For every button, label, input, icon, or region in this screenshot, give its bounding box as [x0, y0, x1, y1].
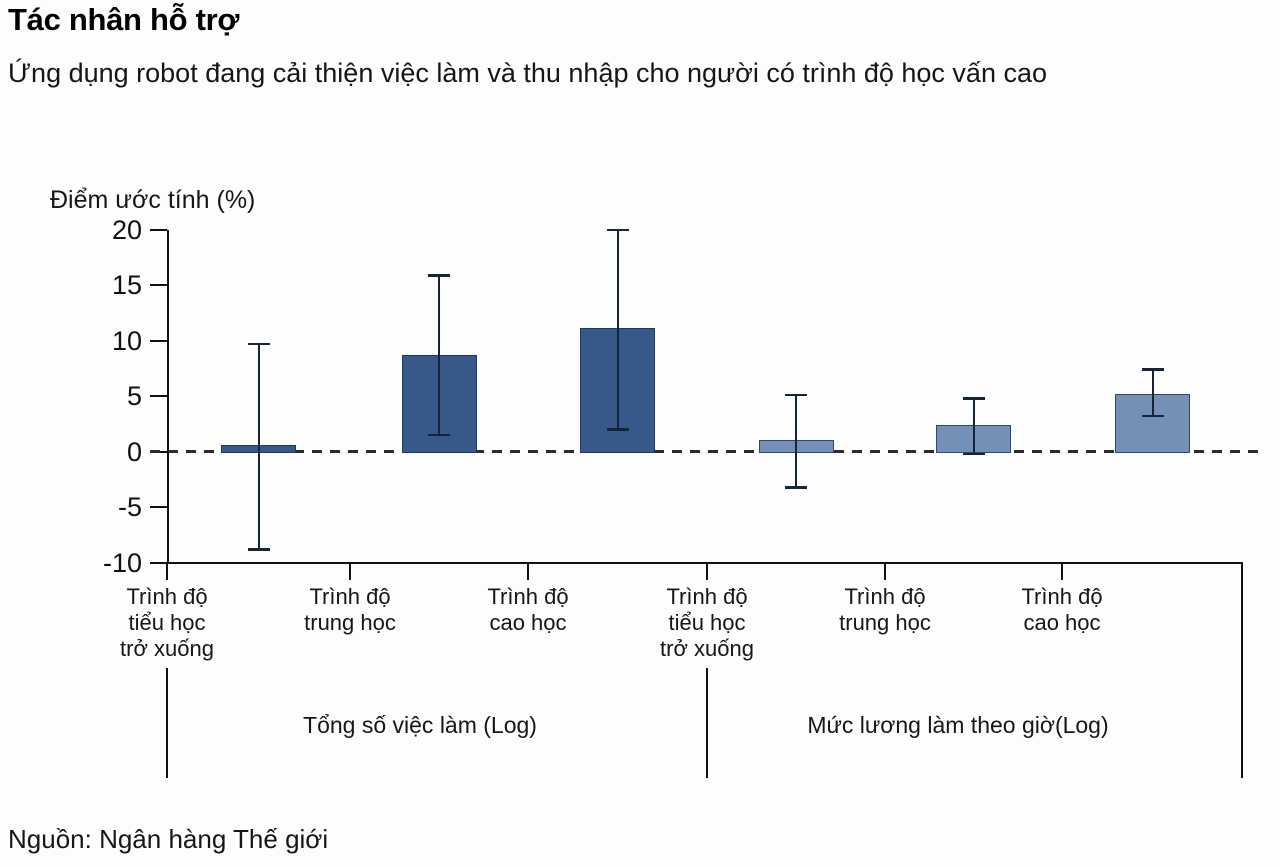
group-label: Mức lương làm theo giờ(Log) — [807, 712, 1109, 738]
error-bar-cap-bottom — [606, 428, 629, 431]
x-category-label: Trình độ cao học — [1021, 584, 1103, 635]
error-bar-cap-bottom — [247, 548, 270, 551]
error-bar-line — [972, 398, 975, 454]
y-tick-mark — [150, 395, 167, 397]
y-tick-label: -10 — [102, 547, 142, 578]
x-tick-mark — [349, 562, 351, 580]
y-tick-label: -5 — [117, 492, 142, 522]
x-category-label: Trình độ cao học — [487, 584, 569, 635]
y-axis-line — [167, 229, 169, 563]
group-divider-left — [166, 668, 168, 778]
error-bar-line — [438, 275, 440, 435]
x-tick-mark — [1061, 562, 1063, 580]
error-bar-cap-top — [962, 397, 985, 400]
error-bar-line — [616, 229, 619, 430]
group-divider-right — [1241, 562, 1243, 778]
group-divider-middle — [706, 668, 708, 778]
y-tick-label: 0 — [126, 436, 142, 467]
error-bar-cap-bottom — [962, 452, 985, 456]
error-bar-cap-top — [1141, 368, 1164, 371]
x-category-label: Trình độ tiểu học trở xuống — [120, 584, 214, 661]
error-bar-line — [257, 343, 260, 550]
x-axis-line — [167, 561, 1243, 564]
x-tick-mark — [706, 562, 708, 580]
x-category-label: Trình độ tiểu học trở xuống — [660, 584, 754, 661]
source-note: Nguồn: Ngân hàng Thế giới — [8, 824, 329, 854]
error-bar-cap-bottom — [428, 433, 450, 437]
error-bar-cap-top — [247, 342, 270, 346]
y-tick-label: 10 — [111, 325, 142, 356]
x-category-label: Trình độ trung học — [304, 584, 396, 635]
x-tick-mark — [166, 562, 168, 580]
y-tick-mark — [150, 339, 167, 342]
chart-title: Tác nhân hỗ trợ — [8, 2, 240, 37]
y-tick-mark — [150, 284, 167, 286]
error-bar-line — [795, 394, 797, 487]
x-category-label: Trình độ trung học — [839, 584, 931, 635]
error-bar-cap-top — [785, 393, 807, 397]
y-axis-label: Điểm ước tính (%) — [50, 186, 256, 214]
x-tick-mark — [884, 562, 886, 580]
group-label: Tổng số việc làm (Log) — [303, 712, 537, 738]
y-tick-label: 20 — [111, 214, 142, 245]
error-bar-cap-bottom — [1141, 414, 1164, 418]
x-tick-mark — [527, 562, 529, 580]
error-bar-cap-top — [606, 228, 629, 231]
y-tick-mark — [150, 506, 167, 508]
y-tick-label: 5 — [126, 381, 142, 411]
y-tick-label: 15 — [111, 270, 142, 300]
y-tick-mark — [150, 228, 167, 231]
zero-line — [150, 449, 1264, 453]
y-tick-mark — [150, 561, 167, 564]
error-bar-cap-top — [428, 274, 450, 277]
chart-subtitle: Ứng dụng robot đang cải thiện việc làm v… — [8, 58, 1047, 88]
error-bar-line — [1151, 369, 1154, 416]
error-bar-cap-bottom — [785, 486, 807, 489]
